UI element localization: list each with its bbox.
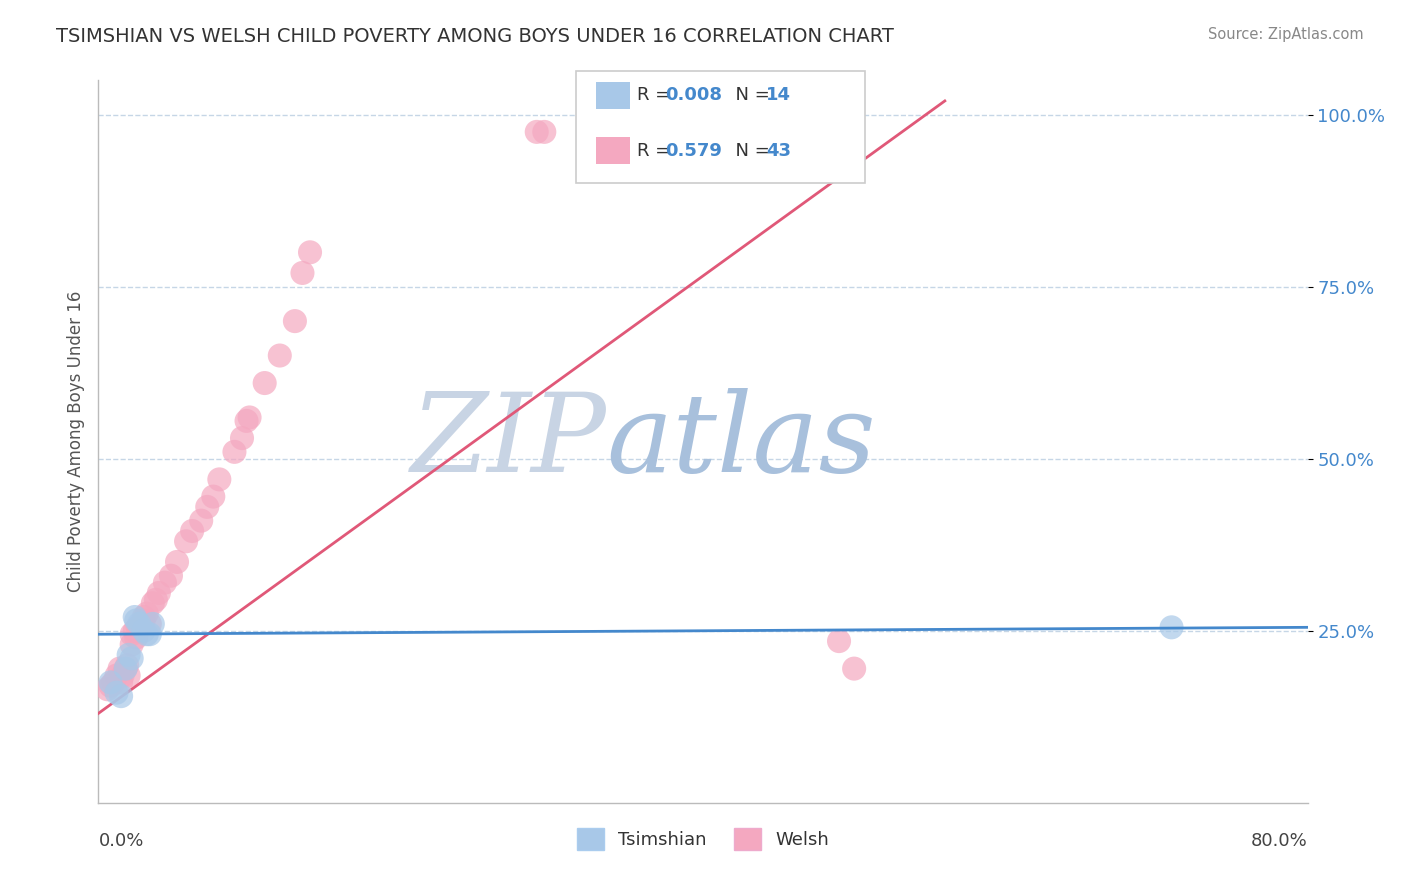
Point [239,410,262,425]
Point [127,620,149,634]
Point [100,679,122,693]
Text: N =: N = [724,87,776,104]
Text: 80.0%: 80.0% [1251,831,1308,850]
Point [108,662,131,676]
Point [153,575,176,590]
Text: R =: R = [637,87,676,104]
Point [132,614,155,628]
Text: 14: 14 [766,87,792,104]
Point [195,500,218,514]
Point [135,607,157,621]
Point [269,349,291,363]
Point [125,614,148,628]
Point [114,662,136,676]
Point [111,668,134,682]
Point [103,675,125,690]
Point [1160,620,1182,634]
Point [291,266,314,280]
Point [124,624,146,638]
Text: R =: R = [637,142,676,160]
Point [121,627,143,641]
Point [125,631,148,645]
Point [533,125,555,139]
Point [139,627,162,641]
Point [135,627,157,641]
Point [114,662,136,676]
Point [148,586,170,600]
Point [128,616,150,631]
Text: N =: N = [724,142,776,160]
Text: 0.008: 0.008 [665,87,723,104]
Point [142,596,165,610]
Point [121,651,143,665]
Point [118,668,141,682]
Point [181,524,204,538]
Point [96,682,118,697]
Point [299,245,322,260]
Text: 43: 43 [766,142,792,160]
Point [142,616,165,631]
Point [190,514,212,528]
Point [526,125,548,139]
Point [100,675,122,690]
Point [844,662,866,676]
Point [231,431,253,445]
Point [115,658,138,673]
Text: ZIP: ZIP [411,388,606,495]
Point [1402,125,1406,139]
Point [224,445,246,459]
Point [132,610,155,624]
Point [235,414,257,428]
Point [124,610,146,624]
Text: Source: ZipAtlas.com: Source: ZipAtlas.com [1208,27,1364,42]
Point [202,490,225,504]
Point [174,534,197,549]
Point [105,668,128,682]
Point [160,568,183,582]
Legend: Tsimshian, Welsh: Tsimshian, Welsh [568,819,838,859]
Point [129,620,152,634]
Point [121,638,143,652]
Point [1372,125,1395,139]
Point [166,555,188,569]
Point [105,686,128,700]
Point [139,616,162,631]
Point [828,634,851,648]
Y-axis label: Child Poverty Among Boys Under 16: Child Poverty Among Boys Under 16 [66,291,84,592]
Point [110,689,132,703]
Point [118,648,141,662]
Point [145,592,167,607]
Point [132,624,155,638]
Text: TSIMSHIAN VS WELSH CHILD POVERTY AMONG BOYS UNDER 16 CORRELATION CHART: TSIMSHIAN VS WELSH CHILD POVERTY AMONG B… [56,27,894,45]
Point [253,376,276,390]
Text: 0.579: 0.579 [665,142,721,160]
Text: atlas: atlas [606,388,876,495]
Point [208,472,231,486]
Point [284,314,307,328]
Text: 0.0%: 0.0% [98,831,143,850]
Point [110,675,132,690]
